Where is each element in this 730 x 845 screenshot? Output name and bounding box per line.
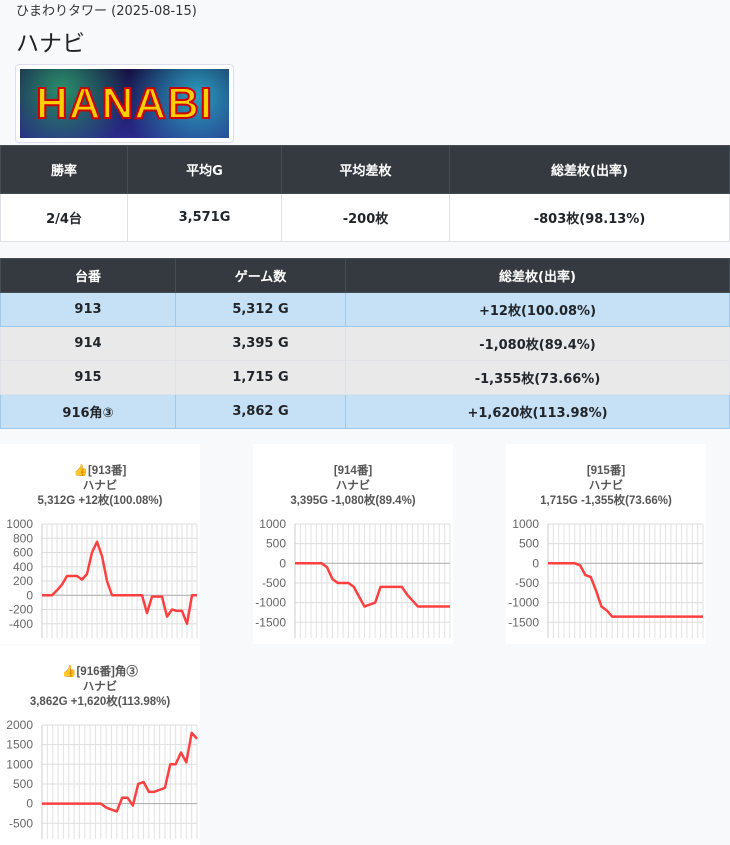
y-tick-label: -500: [515, 576, 539, 590]
machine-logo: HANABI: [15, 64, 234, 143]
chart-card-916: 👍[916番]角③ ハナビ 3,862G +1,620枚(113.98%) 2000…: [0, 645, 200, 845]
games: 5,312 G: [175, 292, 346, 327]
col-avg-games: 平均G: [127, 145, 282, 194]
chart-card-915: [915番] ハナビ 1,715G -1,355枚(73.66%) 1000 500 0…: [506, 444, 706, 644]
col-machine-no: 台番: [0, 258, 176, 293]
chart-machine-name: ハナビ: [82, 681, 118, 693]
col-games: ゲーム数: [175, 258, 346, 293]
y-tick-label: -500: [9, 816, 33, 830]
y-tick-label: 0: [532, 556, 539, 570]
chart-machine-name: ハナビ: [588, 480, 624, 492]
chart-stats: 5,312G +12枚(100.08%): [37, 495, 163, 507]
chart-card-914: [914番] ハナビ 3,395G -1,080枚(89.4%) 1000 500 0 -…: [253, 444, 453, 644]
y-tick-label: 500: [266, 537, 286, 551]
y-tick-label: 1500: [6, 738, 33, 752]
col-diff: 総差枚(出率): [345, 258, 730, 293]
col-win-rate: 勝率: [0, 145, 128, 194]
chart-label: 👍[916番]角③: [62, 666, 138, 678]
avg-games: 3,571G: [127, 193, 282, 242]
series-line: [42, 731, 198, 813]
table-row: 914 3,395 G -1,080枚(89.4%): [0, 326, 730, 361]
y-tick-label: 0: [26, 797, 33, 811]
col-avg-diff: 平均差枚: [281, 145, 450, 194]
col-total-diff: 総差枚(出率): [449, 145, 730, 194]
y-tick-label: -200: [9, 603, 33, 617]
line-chart: 1000 500 0 -500 -1000 -1500: [255, 517, 451, 638]
chart-label: 👍[913番]: [73, 465, 127, 477]
y-tick-label: -1000: [508, 596, 539, 610]
diff: -1,355枚(73.66%): [345, 360, 730, 395]
y-tick-label: 400: [13, 560, 33, 574]
y-tick-label: -400: [9, 617, 33, 631]
games: 3,395 G: [175, 326, 346, 361]
chart-label: [915番]: [586, 465, 626, 477]
y-tick-label: -1500: [255, 615, 286, 629]
series-line: [548, 562, 703, 618]
table-row: 915 1,715 G -1,355枚(73.66%): [0, 360, 730, 395]
table-row: 913 5,312 G +12枚(100.08%): [0, 292, 730, 327]
diff: -1,080枚(89.4%): [345, 326, 730, 361]
avg-diff: -200枚: [281, 193, 450, 242]
chart-stats: 3,862G +1,620枚(113.98%): [29, 696, 171, 708]
y-tick-label: -1500: [508, 615, 539, 629]
y-tick-label: 1000: [259, 517, 286, 531]
y-tick-label: 800: [13, 531, 33, 545]
total-diff: -803枚(98.13%): [449, 193, 730, 242]
y-tick-label: 500: [519, 537, 539, 551]
table-row: 916角③ 3,862 G +1,620枚(113.98%): [0, 394, 730, 429]
store-date: ひまわりタワー (2025-08-15): [16, 4, 197, 19]
chart-stats: 1,715G -1,355枚(73.66%): [540, 495, 672, 507]
machines-table: 台番 ゲーム数 総差枚(出率) 913 5,312 G +12枚(100.08%) 91…: [0, 258, 730, 429]
y-tick-label: 0: [279, 556, 286, 570]
line-chart: 1000 500 0 -500 -1000 -1500: [508, 517, 704, 638]
y-tick-label: 500: [13, 777, 33, 791]
win-rate: 2/4台: [0, 193, 128, 242]
y-tick-label: 600: [13, 546, 33, 560]
line-chart: 2000 1500 1000 500 0 -500: [6, 718, 198, 839]
series-line: [295, 562, 450, 608]
y-tick-label: -1000: [255, 596, 286, 610]
chart-machine-name: ハナビ: [82, 480, 118, 492]
y-tick-label: 1000: [6, 757, 33, 771]
series-line: [42, 540, 197, 625]
machine-no: 914: [0, 326, 176, 361]
chart-label: [914番]: [333, 465, 373, 477]
chart-stats: 3,395G -1,080枚(89.4%): [290, 495, 416, 507]
games: 1,715 G: [175, 360, 346, 395]
y-tick-label: -500: [262, 576, 286, 590]
chart-card-913: 👍[913番] ハナビ 5,312G +12枚(100.08%) 1000 800 60…: [0, 444, 200, 644]
y-tick-label: 1000: [6, 517, 33, 531]
diff: +12枚(100.08%): [345, 292, 730, 327]
page-title: ハナビ: [16, 31, 85, 57]
games: 3,862 G: [175, 394, 346, 429]
y-tick-label: 0: [26, 588, 33, 602]
machine-no: 915: [0, 360, 176, 395]
diff: +1,620枚(113.98%): [345, 394, 730, 429]
machine-no: 913: [0, 292, 176, 327]
chart-machine-name: ハナビ: [335, 480, 371, 492]
y-tick-label: 200: [13, 574, 33, 588]
hanabi-logo-image: HANABI: [20, 69, 229, 138]
summary-table: 勝率 平均G 平均差枚 総差枚(出率) 2/4台 3,571G -200枚 -803枚(98…: [0, 145, 730, 242]
machine-no: 916角③: [0, 394, 176, 429]
y-tick-label: 1000: [512, 517, 539, 531]
y-tick-label: 2000: [6, 718, 33, 732]
